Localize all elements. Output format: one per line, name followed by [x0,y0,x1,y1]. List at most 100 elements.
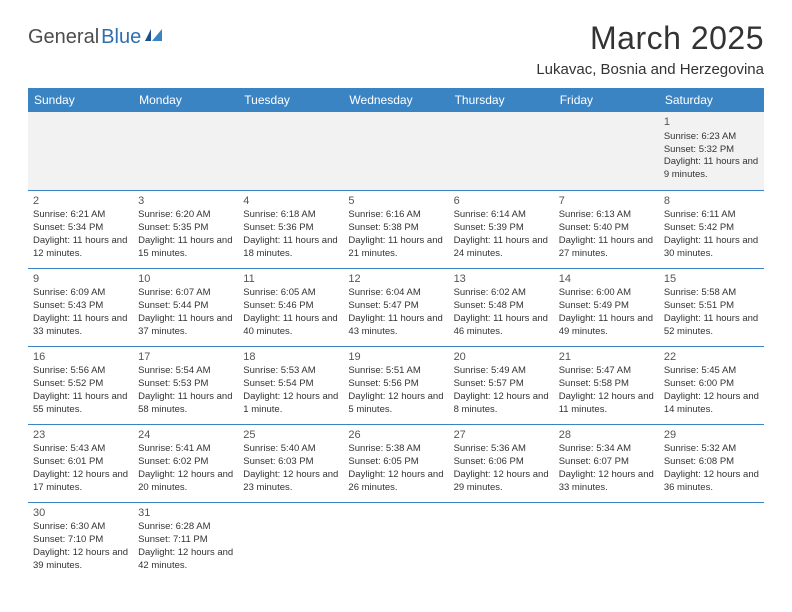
day-number: 12 [348,272,443,287]
day-number: 3 [138,194,233,209]
sunrise-text: Sunrise: 5:47 AM [559,365,654,378]
calendar-day-cell: 10Sunrise: 6:07 AMSunset: 5:44 PMDayligh… [133,268,238,346]
sunrise-text: Sunrise: 5:56 AM [33,365,128,378]
sunset-text: Sunset: 5:40 PM [559,222,654,235]
calendar-day-cell: 8Sunrise: 6:11 AMSunset: 5:42 PMDaylight… [659,190,764,268]
daylight-text: Daylight: 12 hours and 5 minutes. [348,391,443,417]
daylight-text: Daylight: 12 hours and 8 minutes. [454,391,549,417]
sunset-text: Sunset: 6:07 PM [559,456,654,469]
daylight-text: Daylight: 11 hours and 43 minutes. [348,313,443,339]
day-number: 19 [348,350,443,365]
sunset-text: Sunset: 5:56 PM [348,378,443,391]
daylight-text: Daylight: 11 hours and 49 minutes. [559,313,654,339]
day-number: 30 [33,506,128,521]
flag-icon [145,27,167,48]
weekday-wednesday: Wednesday [343,88,448,112]
sunset-text: Sunset: 6:08 PM [664,456,759,469]
calendar-week-row: 2Sunrise: 6:21 AMSunset: 5:34 PMDaylight… [28,190,764,268]
day-number: 22 [664,350,759,365]
day-number: 31 [138,506,233,521]
calendar-day-cell [238,112,343,190]
calendar-day-cell: 23Sunrise: 5:43 AMSunset: 6:01 PMDayligh… [28,424,133,502]
sunset-text: Sunset: 5:47 PM [348,300,443,313]
sunset-text: Sunset: 6:02 PM [138,456,233,469]
sunset-text: Sunset: 6:05 PM [348,456,443,469]
day-number: 25 [243,428,338,443]
sunset-text: Sunset: 5:52 PM [33,378,128,391]
sunset-text: Sunset: 5:43 PM [33,300,128,313]
day-number: 11 [243,272,338,287]
calendar-day-cell: 9Sunrise: 6:09 AMSunset: 5:43 PMDaylight… [28,268,133,346]
daylight-text: Daylight: 12 hours and 23 minutes. [243,469,338,495]
sunrise-text: Sunrise: 6:00 AM [559,287,654,300]
location-label: Lukavac, Bosnia and Herzegovina [536,61,764,78]
day-number: 4 [243,194,338,209]
daylight-text: Daylight: 11 hours and 37 minutes. [138,313,233,339]
sunset-text: Sunset: 5:51 PM [664,300,759,313]
daylight-text: Daylight: 12 hours and 42 minutes. [138,547,233,573]
day-number: 28 [559,428,654,443]
sunrise-text: Sunrise: 6:14 AM [454,209,549,222]
calendar-week-row: 23Sunrise: 5:43 AMSunset: 6:01 PMDayligh… [28,424,764,502]
sunrise-text: Sunrise: 6:30 AM [33,521,128,534]
calendar-day-cell: 18Sunrise: 5:53 AMSunset: 5:54 PMDayligh… [238,346,343,424]
calendar-day-cell: 4Sunrise: 6:18 AMSunset: 5:36 PMDaylight… [238,190,343,268]
day-number: 23 [33,428,128,443]
calendar-day-cell: 12Sunrise: 6:04 AMSunset: 5:47 PMDayligh… [343,268,448,346]
day-number: 26 [348,428,443,443]
calendar-day-cell: 27Sunrise: 5:36 AMSunset: 6:06 PMDayligh… [449,424,554,502]
sunset-text: Sunset: 5:49 PM [559,300,654,313]
sunrise-text: Sunrise: 5:58 AM [664,287,759,300]
calendar-day-cell: 20Sunrise: 5:49 AMSunset: 5:57 PMDayligh… [449,346,554,424]
day-number: 20 [454,350,549,365]
daylight-text: Daylight: 12 hours and 17 minutes. [33,469,128,495]
calendar-week-row: 30Sunrise: 6:30 AMSunset: 7:10 PMDayligh… [28,502,764,580]
calendar-day-cell: 11Sunrise: 6:05 AMSunset: 5:46 PMDayligh… [238,268,343,346]
sunrise-text: Sunrise: 6:16 AM [348,209,443,222]
sunset-text: Sunset: 5:39 PM [454,222,549,235]
daylight-text: Daylight: 12 hours and 20 minutes. [138,469,233,495]
daylight-text: Daylight: 12 hours and 39 minutes. [33,547,128,573]
day-number: 9 [33,272,128,287]
sunrise-text: Sunrise: 5:34 AM [559,443,654,456]
daylight-text: Daylight: 11 hours and 33 minutes. [33,313,128,339]
sunset-text: Sunset: 7:11 PM [138,534,233,547]
logo-text-dark: General [28,26,99,49]
calendar-day-cell: 24Sunrise: 5:41 AMSunset: 6:02 PMDayligh… [133,424,238,502]
calendar-day-cell [659,502,764,580]
calendar-day-cell: 28Sunrise: 5:34 AMSunset: 6:07 PMDayligh… [554,424,659,502]
calendar-week-row: 16Sunrise: 5:56 AMSunset: 5:52 PMDayligh… [28,346,764,424]
header: GeneralBlue March 2025 Lukavac, Bosnia a… [28,20,764,78]
calendar-week-row: 1Sunrise: 6:23 AMSunset: 5:32 PMDaylight… [28,112,764,190]
day-number: 15 [664,272,759,287]
daylight-text: Daylight: 12 hours and 11 minutes. [559,391,654,417]
sunrise-text: Sunrise: 6:13 AM [559,209,654,222]
calendar-day-cell: 19Sunrise: 5:51 AMSunset: 5:56 PMDayligh… [343,346,448,424]
sunset-text: Sunset: 6:00 PM [664,378,759,391]
daylight-text: Daylight: 12 hours and 14 minutes. [664,391,759,417]
day-number: 29 [664,428,759,443]
daylight-text: Daylight: 11 hours and 18 minutes. [243,235,338,261]
sunset-text: Sunset: 5:32 PM [664,144,759,157]
sunrise-text: Sunrise: 6:21 AM [33,209,128,222]
daylight-text: Daylight: 11 hours and 46 minutes. [454,313,549,339]
calendar-day-cell: 30Sunrise: 6:30 AMSunset: 7:10 PMDayligh… [28,502,133,580]
sunset-text: Sunset: 5:58 PM [559,378,654,391]
weekday-tuesday: Tuesday [238,88,343,112]
calendar-day-cell: 26Sunrise: 5:38 AMSunset: 6:05 PMDayligh… [343,424,448,502]
calendar-day-cell [554,112,659,190]
weekday-header-row: Sunday Monday Tuesday Wednesday Thursday… [28,88,764,112]
sunset-text: Sunset: 5:38 PM [348,222,443,235]
sunrise-text: Sunrise: 6:20 AM [138,209,233,222]
sunset-text: Sunset: 5:48 PM [454,300,549,313]
day-number: 5 [348,194,443,209]
day-number: 10 [138,272,233,287]
sunset-text: Sunset: 5:34 PM [33,222,128,235]
day-number: 8 [664,194,759,209]
weekday-thursday: Thursday [449,88,554,112]
sunrise-text: Sunrise: 6:02 AM [454,287,549,300]
calendar-day-cell: 31Sunrise: 6:28 AMSunset: 7:11 PMDayligh… [133,502,238,580]
day-number: 18 [243,350,338,365]
day-number: 6 [454,194,549,209]
calendar-day-cell: 3Sunrise: 6:20 AMSunset: 5:35 PMDaylight… [133,190,238,268]
